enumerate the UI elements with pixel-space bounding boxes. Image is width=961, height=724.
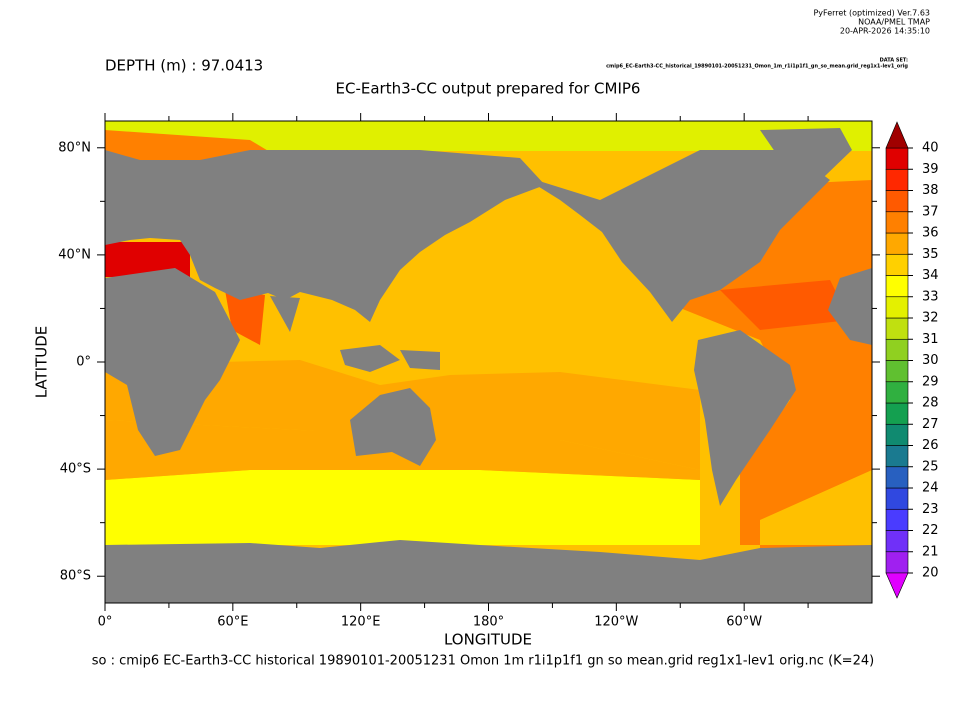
colorbar-box	[885, 445, 909, 468]
australia	[350, 388, 436, 466]
software: PyFerret (optimized) Ver.7.63	[813, 9, 930, 18]
y-tick-label: 80°N	[58, 140, 91, 155]
colorbar-label: 23	[922, 502, 939, 517]
dataset-label: DATA SET:	[880, 58, 908, 64]
colorbar-label: 37	[922, 204, 939, 219]
colorbar-label: 38	[922, 183, 939, 198]
colorbar-box	[885, 147, 909, 170]
north-america	[520, 150, 830, 322]
x-tick-label: 60°W	[726, 615, 762, 630]
colorbar-box	[885, 360, 909, 383]
colorbar-box	[885, 232, 909, 255]
colorbar-label: 22	[922, 523, 939, 538]
y-tick-label: 40°N	[58, 247, 91, 262]
colorbar-label: 20	[922, 566, 939, 581]
colorbar-label: 35	[922, 247, 939, 262]
axes: 0° 60°E 120°E 180° 120°W 60°W 80°N 40°N 0° 40°S 80…	[58, 113, 880, 630]
atlantic-core	[720, 280, 850, 330]
y-tick-label: 80°S	[60, 569, 91, 584]
colorbar-box	[885, 423, 909, 446]
colorbar-box	[885, 317, 909, 340]
colorbar-over	[885, 121, 909, 149]
colorbar-box	[885, 338, 909, 361]
colorbar: 20 21 22 23 24 25 26 27 28 29 30 31 32 33 34 35 36 37 38 39…	[885, 121, 939, 599]
x-tick-label: 120°W	[594, 615, 638, 630]
colorbar-box	[885, 381, 909, 404]
map-field	[105, 121, 872, 603]
colorbar-label: 40	[922, 141, 939, 156]
colorbar-box	[885, 508, 909, 531]
y-axis-label: LATITUDE	[33, 326, 51, 399]
colorbar-label: 21	[922, 544, 939, 559]
africa	[105, 268, 240, 456]
colorbar-label: 36	[922, 226, 939, 241]
colorbar-label: 28	[922, 396, 939, 411]
colorbar-box	[885, 211, 909, 234]
india	[270, 296, 300, 332]
title: EC-Earth3-CC output prepared for CMIP6	[336, 80, 641, 98]
south-america	[694, 330, 796, 506]
dataset: cmip6_EC-Earth3-CC_historical_19890101-2…	[606, 64, 908, 70]
x-tick-label: 120°E	[341, 615, 381, 630]
indonesia	[340, 345, 400, 372]
colorbar-label: 34	[922, 268, 939, 283]
colorbar-label: 31	[922, 332, 939, 347]
colorbar-label: 26	[922, 438, 939, 453]
y-tick-label: 40°S	[60, 462, 91, 477]
colorbar-box	[885, 466, 909, 489]
colorbar-label: 32	[922, 311, 939, 326]
colorbar-label: 33	[922, 289, 939, 304]
depth: DEPTH (m) : 97.0413	[105, 57, 263, 75]
colorbar-box	[885, 530, 909, 553]
colorbar-label: 24	[922, 481, 939, 496]
colorbar-box	[885, 296, 909, 319]
colorbar-box	[885, 168, 909, 191]
x-tick-label: 0°	[98, 615, 113, 630]
x-tick-label: 60°E	[217, 615, 248, 630]
ocean-band	[105, 470, 700, 545]
timestamp: 20-APR-2026 14:35:10	[840, 27, 930, 36]
colorbar-label: 30	[922, 353, 939, 368]
antarctica	[105, 540, 872, 603]
x-axis-label: LONGITUDE	[444, 631, 532, 649]
colorbar-label: 25	[922, 459, 939, 474]
colorbar-label: 27	[922, 417, 939, 432]
colorbar-box	[885, 487, 909, 510]
y-tick-label: 0°	[76, 355, 91, 370]
eurasia	[105, 150, 545, 322]
organization: NOAA/PMEL TMAP	[858, 18, 930, 27]
colorbar-box	[885, 275, 909, 298]
colorbar-label: 39	[922, 162, 939, 177]
footer: so : cmip6 EC-Earth3-CC historical 19890…	[92, 654, 874, 669]
new-guinea	[400, 350, 440, 370]
greenland	[760, 128, 852, 200]
colorbar-under	[885, 572, 909, 599]
x-tick-label: 180°	[473, 615, 504, 630]
colorbar-label: 29	[922, 374, 939, 389]
colorbar-box	[885, 402, 909, 425]
west-africa	[828, 268, 872, 345]
colorbar-box	[885, 253, 909, 276]
colorbar-box	[885, 190, 909, 213]
colorbar-box	[885, 551, 909, 574]
